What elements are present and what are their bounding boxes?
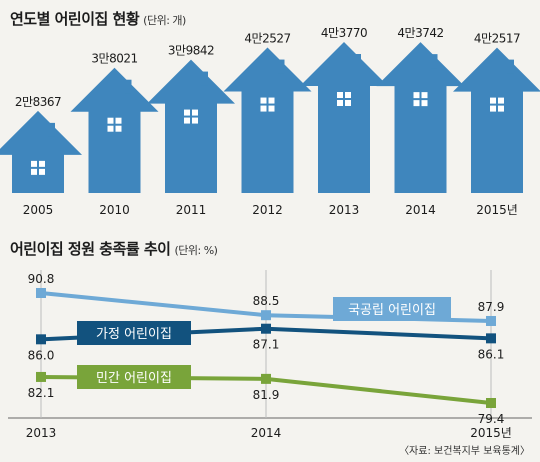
window-icon (337, 92, 351, 106)
series-0: 90.8 88.5 87.9 국공립 어린이집 (28, 272, 505, 326)
chart1-title-row: 연도별 어린이집 현황 (단위: 개) (10, 8, 186, 29)
series-label-box (333, 297, 451, 321)
series-label: 민간 어린이집 (96, 371, 172, 386)
x-tick-label: 2013 (26, 426, 57, 440)
category-label: 2013 (329, 203, 360, 217)
series-label-box (77, 321, 191, 345)
series-label-box (77, 365, 191, 389)
chart2-unit-note: (단위: %) (174, 244, 218, 257)
series-2: 82.1 81.9 79.4 민간 어린이집 (28, 365, 505, 426)
value-label: 4만3770 (321, 26, 367, 40)
data-point (36, 334, 46, 345)
window-icon (413, 92, 428, 107)
data-label: 90.8 (28, 272, 55, 286)
data-point (261, 310, 271, 321)
value-label: 3만9842 (168, 44, 214, 58)
category-label: 2010 (99, 203, 130, 217)
source-note: 〈자료: 보건복지부 보육통계〉 (399, 446, 530, 457)
data-point (36, 288, 46, 298)
data-point (486, 315, 496, 326)
series-label: 가정 어린이집 (96, 327, 172, 342)
x-tick-label: 2015년 (470, 426, 512, 440)
data-point (36, 371, 46, 382)
data-label: 87.1 (253, 338, 280, 352)
chimney-icon (124, 79, 132, 94)
data-point (261, 373, 271, 384)
value-label: 3만8021 (91, 52, 137, 66)
category-label: 2015년 (476, 203, 518, 217)
house-bar (0, 110, 82, 193)
value-label: 4만2527 (244, 32, 290, 46)
window-icon (107, 117, 122, 132)
house-bar (453, 47, 540, 193)
data-point (261, 323, 271, 334)
chart1-unit-note: (단위: 개) (143, 14, 186, 27)
category-label: 2005 (23, 203, 54, 217)
data-label: 82.1 (28, 386, 55, 400)
data-label: 79.4 (478, 412, 505, 426)
chimney-icon (507, 59, 514, 74)
chart2-title: 어린이집 정원 충족률 추이 (10, 240, 171, 258)
value-label: 4만2517 (474, 32, 520, 46)
data-point (486, 398, 496, 408)
data-label: 86.1 (478, 347, 505, 361)
house-bar (70, 67, 159, 193)
chimney-icon (354, 54, 361, 68)
house-bar (300, 42, 388, 193)
data-label: 86.0 (28, 348, 55, 362)
chimney-icon (277, 59, 285, 74)
window-icon (490, 97, 504, 112)
category-label: 2014 (405, 203, 436, 217)
chimney-icon (48, 122, 55, 137)
x-tick-label: 2014 (251, 426, 282, 440)
data-label: 81.9 (253, 388, 280, 402)
window-icon (184, 109, 198, 124)
window-icon (31, 160, 45, 175)
data-label: 88.5 (253, 294, 280, 308)
series-label: 국공립 어린이집 (348, 303, 436, 318)
value-label: 2만8367 (15, 95, 61, 109)
data-label: 87.9 (478, 300, 505, 314)
house-bar (223, 47, 312, 193)
series-1: 86.0 87.1 86.1 가정 어린이집 (28, 321, 505, 362)
chimney-icon (430, 54, 438, 69)
house-bar (376, 42, 465, 193)
window-icon (260, 97, 275, 112)
chart2-title-row: 어린이집 정원 충족률 추이 (단위: %) (10, 238, 218, 259)
category-label: 2012 (252, 203, 283, 217)
house-bar (147, 59, 235, 194)
category-label: 2011 (176, 203, 207, 217)
value-label: 4만3742 (397, 26, 443, 40)
chimney-icon (201, 71, 208, 86)
data-point (486, 333, 496, 344)
facility-count-chart: 2만8367 2005 3만8021 2010 3만9842 2011 4만2527 2012… (0, 26, 540, 217)
chart1-title: 연도별 어린이집 현황 (10, 10, 140, 28)
